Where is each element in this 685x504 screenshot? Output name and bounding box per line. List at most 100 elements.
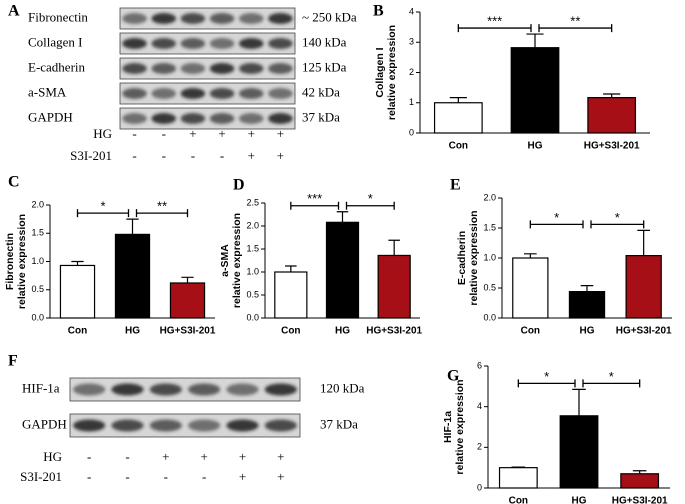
treatment-label: HG [43,449,62,464]
bar [433,102,483,134]
treatment-sign: + [277,469,284,484]
x-tick-label: HG [125,326,140,337]
error-bar [524,253,537,258]
y-tick-label: 1.5 [246,243,259,253]
error-bar [71,260,84,266]
treatment-sign: + [248,148,255,163]
blot-band [209,13,235,24]
blot-band [209,113,235,124]
bar [498,467,538,489]
x-tick-label: HG [580,326,595,337]
blot-band [122,113,147,124]
error-bar [511,466,526,468]
blot-band [149,383,182,396]
significance-bracket [582,379,641,388]
significance-label: * [615,210,620,225]
blot-band [239,13,264,24]
blot-band [268,63,293,74]
blot-band [122,88,147,99]
protein-label: Fibronectin [28,9,88,24]
bar [625,255,662,319]
y-tick-label: 0 [477,482,482,492]
y-tick-label: 4 [409,6,414,16]
x-tick-label: Con [521,326,540,337]
y-tick-label: 0.0 [483,312,496,322]
significance-bracket [345,201,395,210]
blot-band [180,38,206,49]
blot-band [268,13,293,24]
blot-band [180,63,206,74]
blot-band [209,38,235,49]
y-axis-label: relative expression [386,25,398,120]
treatment-sign: + [189,126,196,141]
y-tick-label: 2.0 [246,220,259,230]
band-size: 125 kDa [302,59,347,74]
panel-letter: D [233,177,245,194]
x-tick-label: Con [281,326,300,337]
x-tick-label: HG [572,496,587,504]
significance-bracket [538,24,613,33]
treatment-sign: - [162,126,166,141]
treatment-sign: - [87,449,91,464]
panel-letter: A [8,3,20,20]
y-tick-label: 2.5 [246,197,259,207]
treatment-sign: - [164,469,168,484]
blot-band [226,383,259,396]
blot-band [264,383,297,396]
x-tick-label: Con [449,141,468,152]
blot-band [122,63,147,74]
y-tick-label: 3 [409,37,414,47]
x-tick-label: Con [68,326,87,337]
treatment-sign: - [220,148,224,163]
bar [377,254,411,319]
y-tick-label: 2.0 [31,199,44,209]
y-tick-label: 1.0 [483,252,496,262]
protein-label: GAPDH [22,416,67,431]
bar [587,97,637,134]
blot-band [188,419,221,432]
treatment-sign: + [200,449,207,464]
blot-band [149,419,182,432]
blot-band [268,88,293,99]
treatment-sign: + [239,469,246,484]
blot-band [268,38,293,49]
y-tick-label: 1 [409,97,414,107]
blot-band [122,13,147,24]
blot-band [111,383,144,396]
protein-label: E-cadherin [28,59,86,74]
panel-letter: B [373,3,384,20]
blot-band [180,88,206,99]
panel-letter: F [8,353,18,370]
significance-label: *** [307,191,322,206]
error-bar [603,93,621,98]
significance-label: * [609,369,614,384]
y-axis-label: relative expression [454,379,466,474]
y-tick-label: 0.5 [246,289,259,299]
y-tick-label: 2 [477,442,482,452]
error-bar [285,265,297,272]
significance-label: * [100,199,105,214]
error-bar [449,97,467,103]
blot-band [264,419,297,432]
y-axis-label: HIF-1a [442,411,454,443]
protein-label: HIF-1a [22,380,60,395]
y-tick-label: 2 [409,67,414,77]
error-bar [637,229,650,256]
y-tick-label: 0.5 [31,284,44,294]
blot-band [226,419,259,432]
significance-bracket [590,220,645,229]
bar [169,282,206,319]
significance-label: *** [487,14,502,29]
significance-label: * [368,191,373,206]
y-axis-label: Fibronectin [4,233,16,290]
blot-band [268,113,293,124]
blot-band [239,88,264,99]
treatment-sign: + [277,126,284,141]
treatment-sign: - [125,449,129,464]
band-size: 120 kDa [320,380,365,395]
bar [620,473,660,489]
significance-label: ** [570,14,580,29]
blot-band [180,113,206,124]
significance-label: ** [157,199,167,214]
